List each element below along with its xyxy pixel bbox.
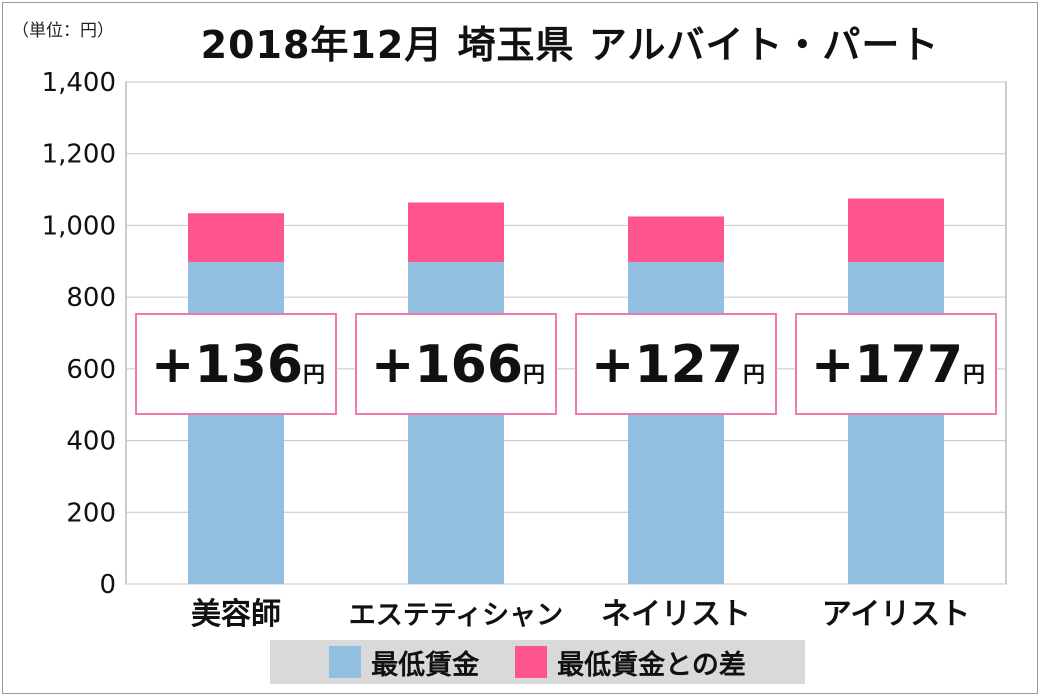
legend: 最低賃金 最低賃金との差 [270, 640, 805, 684]
bar-min-wage [628, 262, 724, 584]
y-tick-label: 1,400 [42, 68, 116, 98]
y-tick-label: 1,000 [42, 211, 116, 241]
y-tick-label: 1,200 [42, 140, 116, 170]
data-label: +166円 [371, 335, 545, 395]
bar-min-wage [188, 262, 284, 584]
data-label-box [575, 313, 777, 415]
x-category-label: アイリスト [822, 597, 971, 632]
chart-title: 2018年12月 埼玉県 アルバイト・パート [200, 23, 940, 67]
legend-item-min-wage: 最低賃金 [329, 643, 479, 682]
bar-diff [848, 198, 944, 263]
data-label-box [355, 313, 557, 415]
x-category-label: ネイリスト [601, 597, 751, 632]
bar-diff [628, 216, 724, 263]
legend-swatch-diff [515, 646, 548, 678]
bar-min-wage [848, 262, 944, 584]
data-label: +136円 [151, 335, 325, 395]
legend-swatch-min-wage [329, 646, 362, 678]
data-label: +177円 [811, 335, 985, 395]
unit-note: （単位：円） [12, 21, 114, 41]
y-tick-label: 600 [66, 355, 116, 385]
x-category-label: エステティシャン [349, 600, 563, 631]
data-label-box [135, 313, 337, 415]
y-tick-label: 0 [99, 570, 116, 600]
y-tick-label: 400 [66, 427, 116, 457]
data-label: +127円 [591, 335, 765, 395]
bar-diff [408, 202, 504, 263]
data-label-box [795, 313, 997, 415]
y-tick-label: 800 [66, 283, 116, 313]
x-category-label: 美容師 [191, 597, 281, 632]
legend-item-diff: 最低賃金との差 [515, 643, 746, 682]
y-tick-label: 200 [66, 498, 116, 528]
bar-min-wage [408, 262, 504, 584]
legend-label-diff: 最低賃金との差 [557, 649, 746, 681]
bar-diff [188, 213, 284, 263]
legend-label-min-wage: 最低賃金 [371, 649, 480, 681]
